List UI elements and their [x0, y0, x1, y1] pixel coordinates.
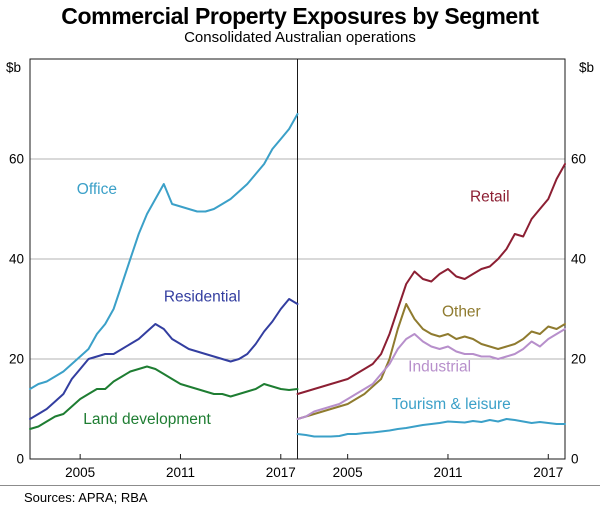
- unit-label-right: $b: [579, 60, 594, 75]
- series-line-retail: [296, 163, 566, 395]
- series-label-tourism-leisure: Tourism & leisure: [392, 396, 511, 413]
- series-line-residential: [29, 298, 299, 420]
- y-tick-label: 40: [9, 252, 24, 267]
- y-tick-label: 20: [571, 352, 586, 367]
- series-label-residential: Residential: [164, 289, 241, 306]
- series-line-land-development: [29, 365, 299, 430]
- x-tick-label: 2017: [266, 465, 296, 480]
- series-label-other: Other: [442, 304, 481, 321]
- y-tick-label: 0: [16, 452, 24, 467]
- plot-frame: [29, 58, 566, 460]
- series-line-other: [296, 303, 566, 420]
- series-label-office: Office: [77, 181, 117, 198]
- x-axis-labels: 2005 2011 2017 2005 2011 2017: [65, 454, 563, 480]
- series-line-tourism-leisure: [296, 418, 566, 438]
- chart-title: Commercial Property Exposures by Segment: [61, 3, 539, 29]
- footer-divider: [0, 485, 600, 486]
- x-tick-label: 2005: [65, 465, 95, 480]
- x-tick-label: 2005: [333, 465, 363, 480]
- x-tick-label: 2011: [433, 465, 462, 480]
- series-label-land-development: Land development: [83, 411, 211, 428]
- y-tick-label: 60: [571, 152, 586, 167]
- chart-subtitle: Consolidated Australian operations: [184, 29, 416, 46]
- x-tick-label: 2017: [533, 465, 563, 480]
- series-line-office: [29, 113, 299, 390]
- y-tick-label: 20: [9, 352, 24, 367]
- y-tick-label: 0: [571, 452, 579, 467]
- sources-note: Sources: APRA; RBA: [24, 490, 148, 505]
- series-label-industrial: Industrial: [408, 359, 471, 376]
- unit-label-left: $b: [6, 60, 21, 75]
- series-line-industrial: [296, 328, 566, 420]
- x-tick-label: 2011: [166, 465, 195, 480]
- series-label-retail: Retail: [470, 189, 510, 206]
- y-tick-label: 60: [9, 152, 24, 167]
- y-axis-labels: 0 0 20 20 40 40 60 60 $b $b: [6, 60, 594, 467]
- y-tick-label: 40: [571, 252, 586, 267]
